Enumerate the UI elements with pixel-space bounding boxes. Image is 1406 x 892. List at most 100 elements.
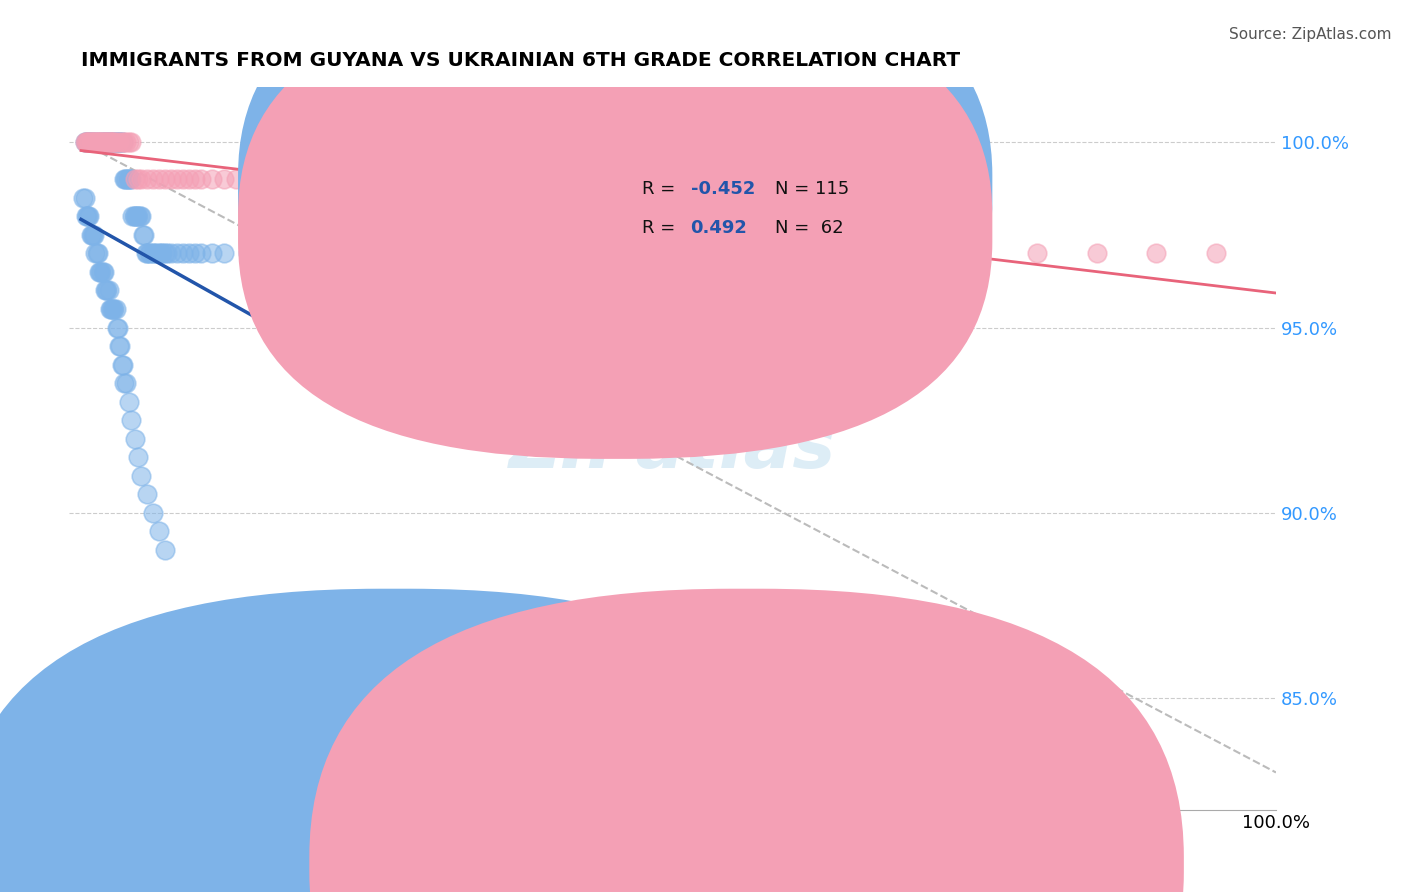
Point	[124, 432, 146, 446]
Point	[96, 135, 118, 149]
Point	[142, 506, 165, 520]
Point	[90, 135, 112, 149]
Point	[101, 301, 124, 316]
Point	[124, 172, 146, 186]
Point	[118, 394, 141, 409]
Point	[111, 135, 134, 149]
FancyBboxPatch shape	[238, 0, 993, 419]
Point	[73, 191, 96, 205]
Point	[172, 246, 194, 260]
Point	[79, 135, 101, 149]
Point	[787, 246, 810, 260]
Point	[145, 246, 167, 260]
Point	[90, 265, 112, 279]
Point	[177, 172, 200, 186]
Point	[111, 358, 134, 372]
Point	[129, 172, 152, 186]
Point	[76, 135, 98, 149]
Point	[79, 135, 101, 149]
Text: Ukrainians: Ukrainians	[824, 851, 920, 869]
Point	[100, 135, 122, 149]
Point	[87, 135, 110, 149]
Point	[82, 135, 104, 149]
Text: IMMIGRANTS FROM GUYANA VS UKRAINIAN 6TH GRADE CORRELATION CHART: IMMIGRANTS FROM GUYANA VS UKRAINIAN 6TH …	[82, 51, 960, 70]
Point	[111, 358, 134, 372]
Point	[93, 135, 115, 149]
Point	[132, 227, 155, 242]
Point	[111, 135, 134, 149]
Point	[883, 617, 905, 632]
Point	[80, 227, 103, 242]
Point	[77, 135, 100, 149]
Point	[76, 135, 98, 149]
Point	[846, 617, 869, 632]
Point	[79, 227, 101, 242]
Point	[94, 284, 117, 298]
Point	[128, 209, 150, 223]
Point	[118, 172, 141, 186]
Point	[87, 135, 110, 149]
Point	[101, 135, 124, 149]
Point	[105, 135, 128, 149]
Text: N =  62: N = 62	[775, 219, 844, 236]
Text: Source: ZipAtlas.com: Source: ZipAtlas.com	[1229, 27, 1392, 42]
Point	[159, 246, 181, 260]
Point	[138, 246, 160, 260]
Point	[150, 246, 173, 260]
Point	[73, 135, 96, 149]
Point	[105, 320, 128, 334]
Point	[114, 172, 136, 186]
Point	[103, 301, 125, 316]
Point	[108, 339, 131, 353]
Point	[166, 172, 188, 186]
Point	[668, 246, 690, 260]
Point	[190, 172, 212, 186]
Point	[103, 301, 125, 316]
Point	[142, 246, 165, 260]
Point	[80, 135, 103, 149]
Point	[190, 246, 212, 260]
Point	[129, 209, 152, 223]
Point	[811, 617, 834, 632]
Point	[100, 301, 122, 316]
Point	[87, 246, 110, 260]
Point	[101, 135, 124, 149]
Point	[285, 246, 308, 260]
Point	[87, 135, 110, 149]
Point	[150, 246, 173, 260]
Point	[76, 209, 98, 223]
Point	[112, 172, 135, 186]
Point	[183, 172, 205, 186]
Point	[120, 172, 142, 186]
Point	[135, 487, 157, 501]
Point	[94, 135, 117, 149]
Point	[117, 172, 139, 186]
Point	[82, 135, 104, 149]
Point	[97, 135, 120, 149]
Point	[84, 135, 107, 149]
Point	[83, 227, 105, 242]
Point	[148, 524, 170, 539]
Point	[79, 135, 101, 149]
FancyBboxPatch shape	[576, 159, 938, 256]
FancyBboxPatch shape	[238, 0, 993, 458]
Point	[120, 135, 142, 149]
Point	[134, 227, 156, 242]
Point	[105, 135, 128, 149]
Point	[94, 284, 117, 298]
Point	[846, 246, 869, 260]
Point	[201, 246, 224, 260]
Point	[112, 135, 135, 149]
Point	[72, 191, 94, 205]
Point	[127, 450, 149, 465]
Point	[333, 227, 356, 242]
Point	[201, 172, 224, 186]
Point	[103, 135, 125, 149]
Point	[75, 135, 97, 149]
Point	[98, 135, 121, 149]
Point	[124, 209, 146, 223]
Point	[89, 265, 111, 279]
Point	[91, 135, 114, 149]
Point	[120, 413, 142, 427]
Point	[112, 376, 135, 391]
